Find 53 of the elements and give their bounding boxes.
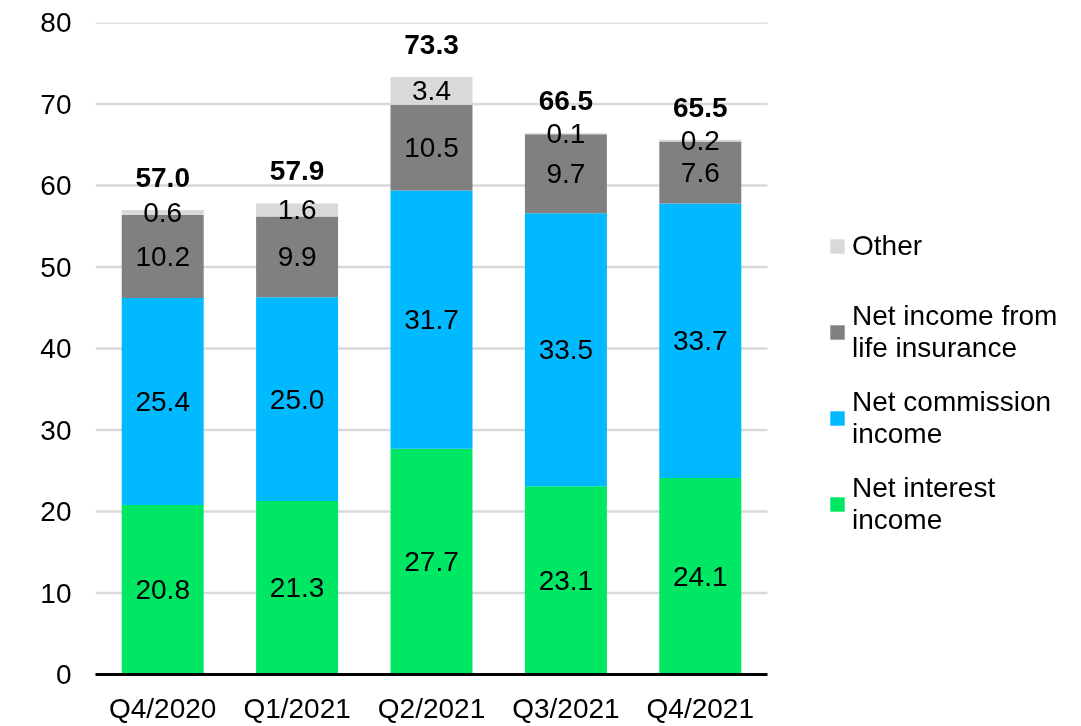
data-label: 33.5: [538, 334, 594, 366]
data-label: 31.7: [404, 304, 459, 336]
y-tick-label: 80: [40, 7, 72, 38]
bar: [390, 190, 473, 449]
data-label: 33.7: [673, 325, 728, 357]
x-tick-label: Q3/2021: [512, 692, 620, 724]
bar: [659, 203, 742, 479]
data-label: 0.6: [143, 196, 183, 228]
bar: [390, 448, 473, 675]
bar: [121, 297, 204, 505]
data-label: 10.2: [135, 240, 190, 272]
y-tick-label: 40: [40, 333, 72, 364]
y-tick-label: 10: [40, 577, 72, 609]
data-label: 7.6: [680, 156, 720, 188]
data-label: 1.6: [277, 194, 317, 226]
data-label: 9.9: [277, 241, 317, 273]
legend-label: Net interest income: [852, 471, 996, 537]
y-tick-label: 60: [40, 170, 72, 201]
data-label: 21.3: [269, 572, 325, 604]
x-tick-label: Q4/2020: [108, 692, 217, 724]
total-label: 57.9: [269, 155, 325, 187]
legend-label: Net income from life insurance: [852, 299, 1058, 365]
y-tick-label: 20: [40, 496, 72, 527]
bar: [524, 213, 607, 487]
bar: [659, 478, 742, 675]
y-tick-label: 0: [55, 659, 72, 690]
x-tick-label: Q1/2021: [243, 692, 351, 724]
legend-label: Net commission income: [852, 385, 1052, 451]
total-label: 73.3: [404, 29, 459, 61]
data-label: 23.1: [538, 564, 594, 596]
data-label: 20.8: [135, 574, 190, 606]
bar: [256, 500, 339, 675]
data-label: 25.4: [135, 385, 190, 417]
y-tick-label: 70: [40, 88, 72, 120]
y-tick-label: 30: [40, 414, 72, 446]
x-tick-label: Q2/2021: [377, 692, 486, 724]
data-label: 25.0: [269, 383, 325, 415]
data-label: 24.1: [673, 560, 728, 592]
data-label: 3.4: [412, 75, 451, 107]
bar: [390, 104, 473, 191]
data-label: 0.2: [680, 125, 720, 157]
data-label: 10.5: [404, 132, 459, 164]
bar: [256, 297, 339, 501]
total-label: 66.5: [538, 85, 594, 117]
legend-label: Other: [852, 229, 923, 263]
x-tick-label: Q4/2021: [646, 692, 755, 724]
total-label: 57.0: [135, 161, 190, 193]
data-label: 9.7: [546, 158, 586, 190]
bar: [121, 504, 204, 675]
data-label: 27.7: [404, 546, 459, 578]
y-tick-label: 50: [40, 251, 72, 283]
total-label: 65.5: [673, 91, 728, 123]
bar: [524, 486, 607, 675]
